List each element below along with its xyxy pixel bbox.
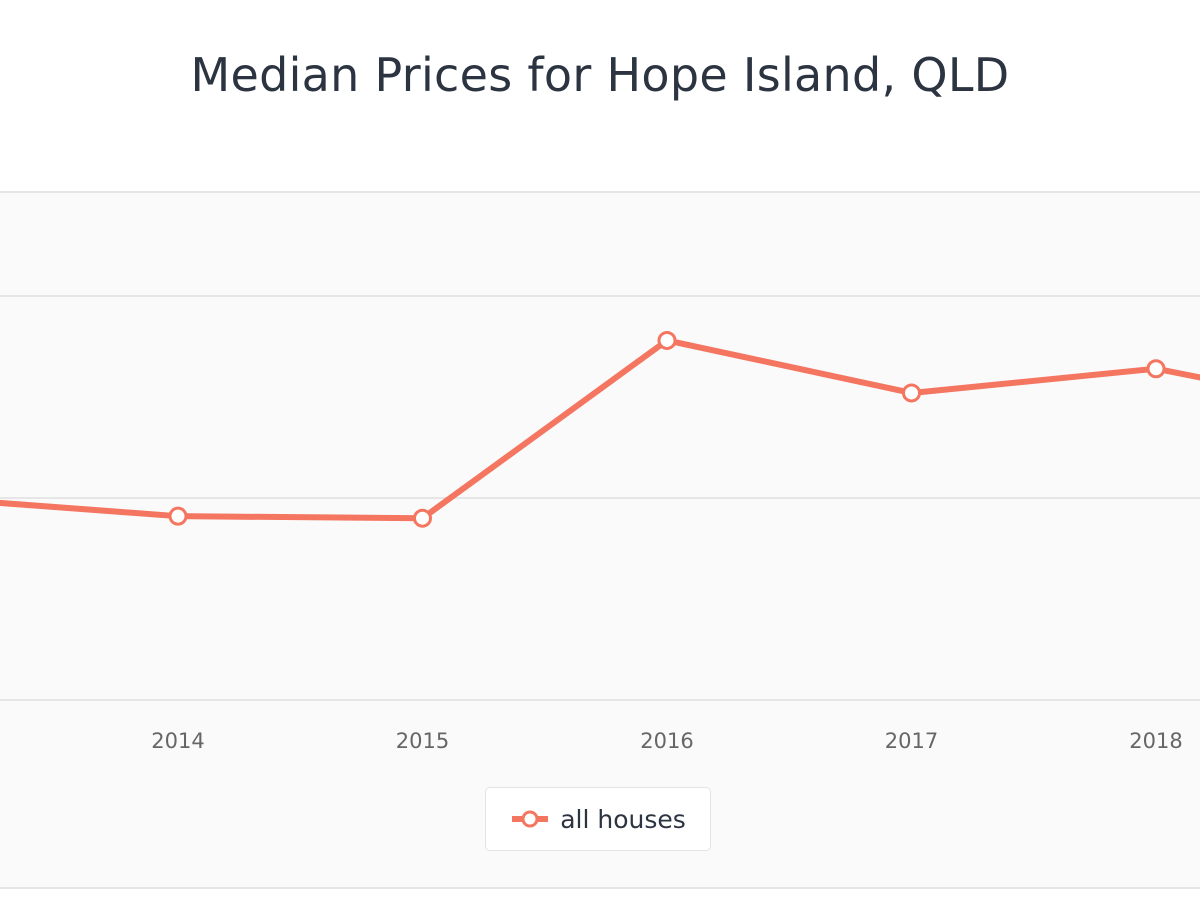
plot-background xyxy=(0,192,1200,888)
x-tick-label: 2018 xyxy=(1129,729,1182,753)
x-tick-label: 2014 xyxy=(151,729,204,753)
legend-label: all houses xyxy=(560,804,686,834)
legend-item-all-houses[interactable]: all houses xyxy=(485,787,711,851)
x-tick-label: 2015 xyxy=(396,729,449,753)
data-point xyxy=(1146,359,1166,379)
data-point xyxy=(168,506,188,526)
x-tick-label: 2016 xyxy=(640,729,693,753)
chart-title: Median Prices for Hope Island, QLD xyxy=(190,48,1010,102)
data-point xyxy=(902,383,921,403)
x-tick-label: 2017 xyxy=(885,729,938,753)
data-point xyxy=(413,508,432,528)
data-point xyxy=(657,330,677,350)
legend-marker-icon xyxy=(512,810,549,828)
